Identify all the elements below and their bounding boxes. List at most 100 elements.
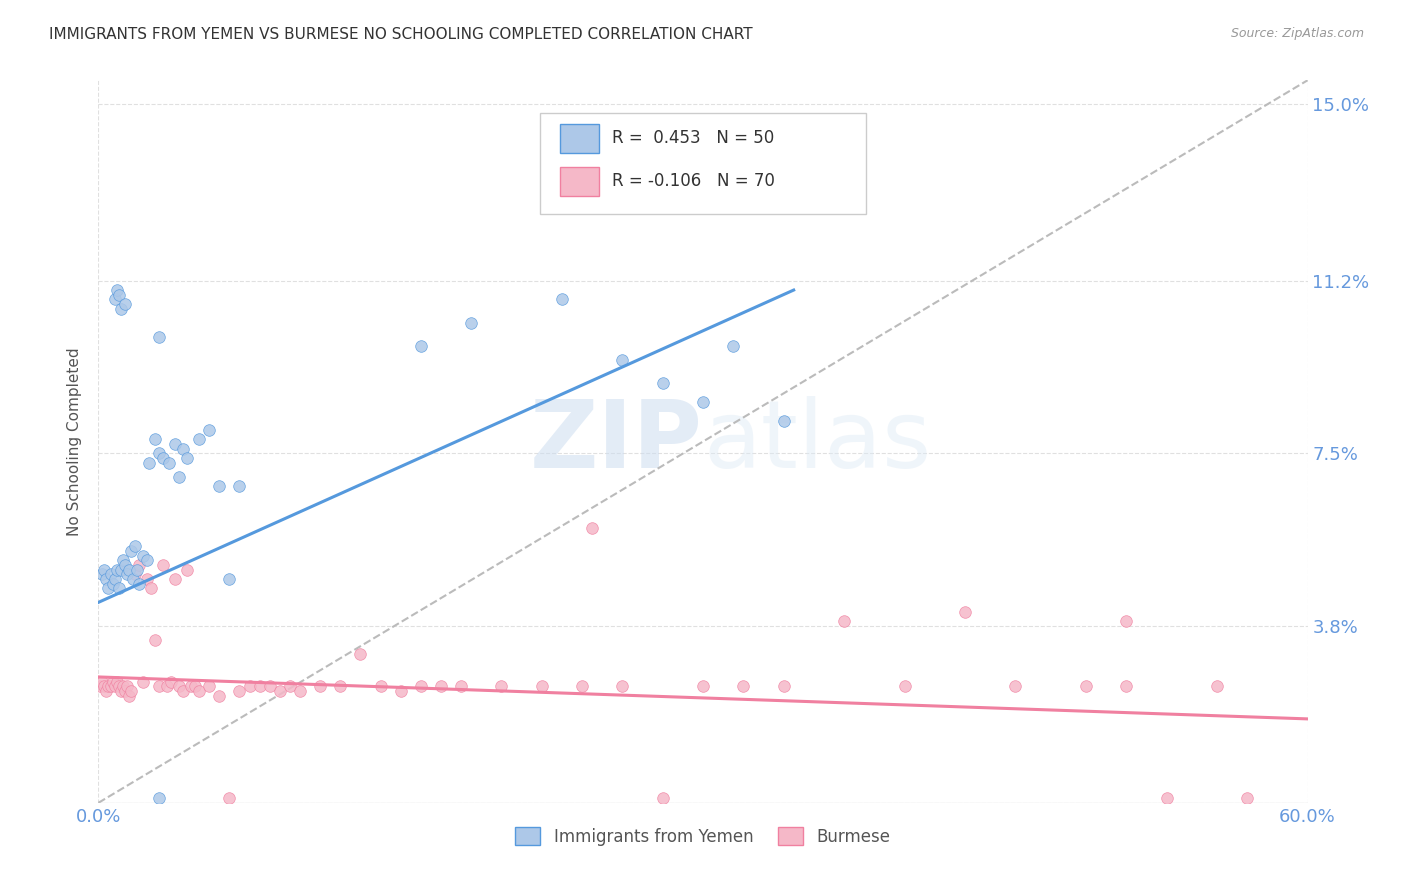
Point <box>430 679 453 693</box>
FancyBboxPatch shape <box>561 167 599 196</box>
Point <box>460 316 482 330</box>
Point <box>111 553 134 567</box>
Point <box>97 679 120 693</box>
Point <box>105 283 128 297</box>
Point <box>115 679 138 693</box>
Point <box>269 684 291 698</box>
Point <box>692 395 714 409</box>
Point <box>118 563 141 577</box>
Point <box>160 674 183 689</box>
Point <box>105 674 128 689</box>
Point <box>156 679 179 693</box>
FancyBboxPatch shape <box>561 124 599 153</box>
Point <box>114 297 136 311</box>
Point <box>409 339 432 353</box>
Point <box>198 423 221 437</box>
Point <box>148 679 170 693</box>
Point <box>120 684 142 698</box>
Point <box>96 684 118 698</box>
Point <box>97 582 120 596</box>
Point <box>128 558 150 572</box>
Point <box>143 432 166 446</box>
Point <box>1074 679 1097 693</box>
Point <box>157 456 180 470</box>
Point <box>723 339 745 353</box>
Point <box>143 632 166 647</box>
Point <box>152 558 174 572</box>
Point <box>228 684 250 698</box>
Point <box>91 567 114 582</box>
Point <box>120 544 142 558</box>
Point <box>124 540 146 554</box>
Y-axis label: No Schooling Completed: No Schooling Completed <box>67 347 83 536</box>
Point <box>349 647 371 661</box>
FancyBboxPatch shape <box>540 112 866 214</box>
Text: Source: ZipAtlas.com: Source: ZipAtlas.com <box>1230 27 1364 40</box>
Point <box>953 605 976 619</box>
Point <box>115 567 138 582</box>
Text: ZIP: ZIP <box>530 395 703 488</box>
Point <box>103 293 125 307</box>
Point <box>152 450 174 465</box>
Point <box>218 572 240 586</box>
Point <box>138 456 160 470</box>
Point <box>91 674 114 689</box>
Point <box>188 432 211 446</box>
Point <box>114 684 136 698</box>
Point <box>100 567 122 582</box>
Point <box>107 582 129 596</box>
Point <box>105 563 128 577</box>
Point <box>389 684 412 698</box>
Point <box>1236 791 1258 805</box>
Point <box>692 679 714 693</box>
Point <box>135 572 157 586</box>
Point <box>93 563 115 577</box>
Point <box>114 558 136 572</box>
Point <box>1115 679 1137 693</box>
Point <box>530 679 553 693</box>
Point <box>259 679 281 693</box>
Point <box>491 679 513 693</box>
Point <box>651 791 673 805</box>
Point <box>1115 614 1137 628</box>
Point <box>103 679 125 693</box>
Point <box>1156 791 1178 805</box>
Point <box>1206 679 1229 693</box>
Point <box>128 576 150 591</box>
Point <box>1004 679 1026 693</box>
Point <box>409 679 432 693</box>
Point <box>198 679 221 693</box>
Point <box>612 679 634 693</box>
Point <box>107 679 129 693</box>
Point <box>188 684 211 698</box>
Point <box>180 679 202 693</box>
Text: R =  0.453   N = 50: R = 0.453 N = 50 <box>613 129 775 147</box>
Text: R = -0.106   N = 70: R = -0.106 N = 70 <box>613 172 775 190</box>
Point <box>93 679 115 693</box>
Point <box>148 791 170 805</box>
Point <box>172 684 194 698</box>
Point <box>125 563 148 577</box>
Point <box>118 689 141 703</box>
Point <box>167 679 190 693</box>
Point <box>228 479 250 493</box>
Point <box>176 450 198 465</box>
Point <box>249 679 271 693</box>
Point <box>132 674 155 689</box>
Point <box>239 679 262 693</box>
Point <box>103 572 125 586</box>
Point <box>581 521 603 535</box>
Point <box>176 563 198 577</box>
Point <box>612 353 634 368</box>
Point <box>110 301 132 316</box>
Point <box>163 437 186 451</box>
Point <box>208 689 231 703</box>
Point <box>208 479 231 493</box>
Point <box>107 287 129 301</box>
Point <box>218 791 240 805</box>
Point <box>101 576 124 591</box>
Point <box>551 293 574 307</box>
Point <box>571 679 593 693</box>
Point <box>733 679 755 693</box>
Point <box>329 679 352 693</box>
